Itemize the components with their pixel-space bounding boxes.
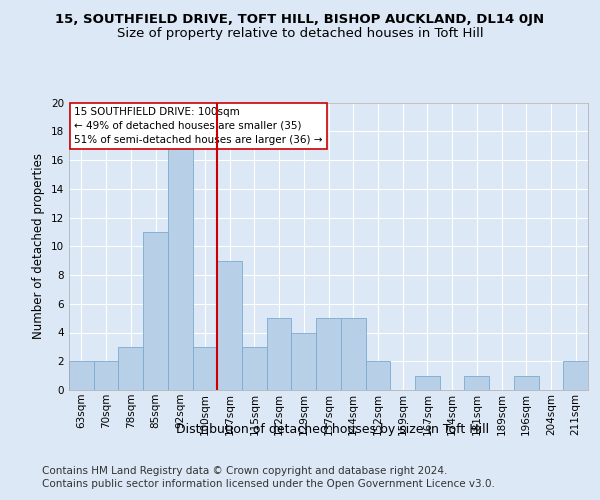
Bar	[563, 361, 588, 390]
Bar	[365, 361, 390, 390]
Bar	[415, 376, 440, 390]
Bar	[316, 318, 341, 390]
Bar	[292, 332, 316, 390]
Bar	[267, 318, 292, 390]
Text: 15 SOUTHFIELD DRIVE: 100sqm
← 49% of detached houses are smaller (35)
51% of sem: 15 SOUTHFIELD DRIVE: 100sqm ← 49% of det…	[74, 107, 323, 145]
Bar	[168, 146, 193, 390]
Text: Contains HM Land Registry data © Crown copyright and database right 2024.: Contains HM Land Registry data © Crown c…	[42, 466, 448, 476]
Text: 15, SOUTHFIELD DRIVE, TOFT HILL, BISHOP AUCKLAND, DL14 0JN: 15, SOUTHFIELD DRIVE, TOFT HILL, BISHOP …	[55, 12, 545, 26]
Bar	[143, 232, 168, 390]
Bar	[464, 376, 489, 390]
Text: Distribution of detached houses by size in Toft Hill: Distribution of detached houses by size …	[176, 422, 490, 436]
Bar	[242, 347, 267, 390]
Text: Contains public sector information licensed under the Open Government Licence v3: Contains public sector information licen…	[42, 479, 495, 489]
Bar	[217, 260, 242, 390]
Bar	[514, 376, 539, 390]
Bar	[193, 347, 217, 390]
Text: Size of property relative to detached houses in Toft Hill: Size of property relative to detached ho…	[116, 28, 484, 40]
Bar	[118, 347, 143, 390]
Bar	[341, 318, 365, 390]
Bar	[69, 361, 94, 390]
Y-axis label: Number of detached properties: Number of detached properties	[32, 153, 46, 340]
Bar	[94, 361, 118, 390]
